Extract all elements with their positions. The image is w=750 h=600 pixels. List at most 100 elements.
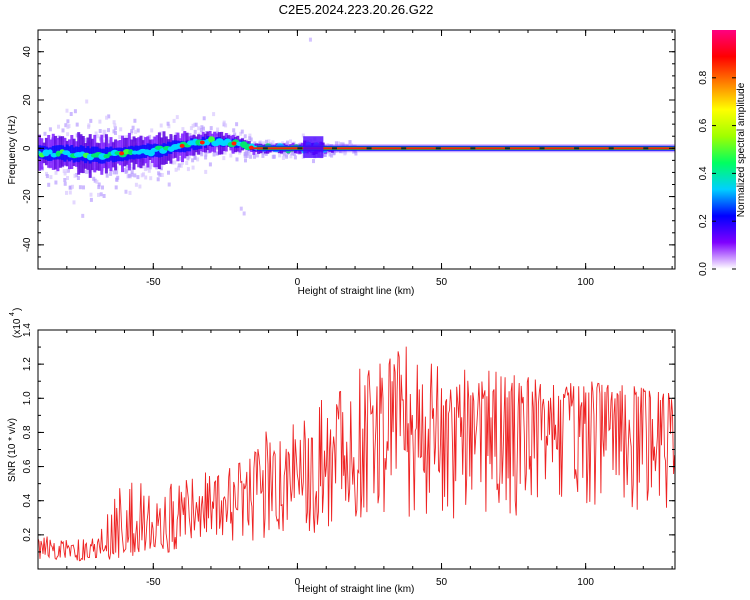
- spectrogram-speck: [323, 153, 327, 157]
- snr-multiplier-close: ): [12, 308, 23, 311]
- spectrogram-speck: [249, 154, 253, 159]
- spectrogram-speck: [167, 182, 171, 187]
- spectrogram-speck: [72, 200, 76, 205]
- spectrogram-speck: [48, 127, 52, 132]
- snr-ticks: -50 0 50 100 0.2 0.4 0.6 0.8 1.0 1.2 1.4: [22, 323, 675, 588]
- spectrogram-speck: [191, 123, 195, 128]
- spectrogram-speck: [194, 122, 198, 127]
- spectrogram-tone-red: [251, 147, 675, 150]
- spectrogram-speck: [66, 132, 70, 137]
- spectrogram-speck: [151, 162, 155, 167]
- colorbar-label: Normalized spectral amplitude: [736, 82, 747, 217]
- spectrogram-ylabel: Frequency (Hz): [7, 116, 18, 185]
- spectrogram-speck: [54, 180, 58, 185]
- spectrogram-speck: [339, 149, 343, 154]
- snr-xtick-label: 50: [436, 577, 448, 588]
- spectrogram-tone-marker: [608, 147, 614, 150]
- spectrogram-speck: [68, 190, 72, 195]
- spectrogram-ridge-blob: [47, 149, 53, 155]
- spectrogram-ridge-blob: [208, 136, 215, 143]
- spectrogram-speck: [107, 128, 110, 133]
- spectrogram-speck: [186, 156, 190, 161]
- spectrogram-speck: [133, 118, 137, 123]
- spectrogram-tone-marker: [470, 147, 476, 150]
- spectrogram-speck: [87, 124, 91, 129]
- spectrogram-speck: [63, 171, 67, 176]
- spectrogram-speck: [102, 194, 106, 198]
- spectrogram-speck: [267, 139, 271, 144]
- spectrogram-speck: [148, 165, 152, 170]
- snr-ytick-label: 1.2: [22, 357, 33, 371]
- spectrogram-speck: [262, 141, 265, 146]
- spectrogram-speck: [61, 128, 65, 133]
- spectrogram-speck: [209, 126, 213, 131]
- spectrogram-speck: [112, 120, 116, 125]
- spectrogram-speck: [112, 129, 116, 134]
- spectrogram-speck: [107, 114, 111, 119]
- spectrogram-speck: [289, 154, 293, 159]
- snr-ytick-label: 0.8: [22, 425, 33, 439]
- spectrogram-speck: [76, 176, 80, 180]
- spectrogram-speck: [113, 123, 117, 128]
- spectrogram-speck: [186, 167, 190, 172]
- spectrogram-speck: [235, 122, 239, 127]
- spectrogram-speck: [115, 177, 119, 182]
- spectrogram-speck: [253, 154, 256, 159]
- spectrogram-speck: [130, 129, 134, 133]
- spectrogram-xtick-label: -50: [146, 277, 161, 288]
- spectrogram-tone-marker: [401, 147, 407, 150]
- spectrogram-ridge-blob: [55, 150, 61, 157]
- snr-panel: -50 0 50 100 0.2 0.4 0.6 0.8 1.0 1.2 1.4 Height of…: [7, 308, 676, 595]
- spectrogram-tone-marker: [574, 147, 580, 150]
- spectrogram-speck: [134, 182, 138, 187]
- spectrogram-speck: [89, 197, 93, 202]
- spectrogram-speck: [224, 123, 228, 128]
- spectrogram-speck: [127, 173, 131, 178]
- spectrogram-speck: [202, 116, 206, 121]
- snr-ytick-label: 1.0: [22, 391, 33, 405]
- spectrogram-hotspot: [231, 141, 237, 146]
- spectrogram-speck: [204, 152, 208, 157]
- spectrogram-tone-marker: [643, 147, 649, 150]
- spectrogram-core: [54, 145, 58, 160]
- snr-plot-area: [38, 330, 675, 569]
- spectrogram-speck: [109, 171, 113, 176]
- spectrogram-speck: [113, 126, 117, 131]
- spectrogram-speck: [215, 151, 219, 156]
- spectrogram-speck: [332, 150, 336, 155]
- spectrogram-speck: [243, 153, 247, 158]
- snr-ylabel: SNR (10 * v/v): [7, 418, 18, 482]
- spectrogram-speck: [247, 149, 250, 154]
- spectrogram-speck: [245, 153, 249, 158]
- spectrogram-speck: [107, 139, 111, 144]
- spectrogram-speck: [65, 169, 69, 173]
- spectrogram-speck: [256, 153, 260, 158]
- spectrogram-speck: [242, 211, 246, 216]
- spectrogram-speck: [47, 182, 51, 187]
- spectrogram-speck: [75, 122, 79, 127]
- spectrogram-speck: [97, 182, 101, 187]
- spectrogram-hotspot: [119, 151, 125, 156]
- spectrogram-speck: [189, 126, 193, 131]
- spectrogram-speck: [177, 166, 180, 171]
- spectrogram-speck: [96, 134, 100, 139]
- spectrogram-tone-marker: [262, 147, 268, 150]
- spectrogram-speck: [97, 185, 101, 190]
- spectrogram-speck: [89, 118, 93, 123]
- colorbar-ticks: 0.0 0.2 0.4 0.6 0.8: [698, 70, 736, 276]
- spectrogram-speck: [98, 129, 102, 133]
- spectrogram-speck: [202, 126, 205, 131]
- spectrogram-speck: [124, 189, 128, 194]
- spectrogram-speck: [181, 127, 185, 132]
- colorbar-tick-label: 0.6: [698, 118, 709, 132]
- spectrogram-speck: [222, 156, 226, 161]
- spectrogram-speck: [130, 167, 134, 172]
- spectrogram-speck: [278, 153, 282, 158]
- spectrogram-speck: [66, 176, 69, 180]
- spectrogram-speck: [124, 169, 128, 174]
- spectrogram-speck: [239, 206, 243, 211]
- spectrogram-speck: [265, 139, 268, 144]
- spectrogram-speck: [330, 153, 334, 158]
- spectrogram-speck: [350, 143, 354, 148]
- spectrogram-speck: [246, 151, 250, 156]
